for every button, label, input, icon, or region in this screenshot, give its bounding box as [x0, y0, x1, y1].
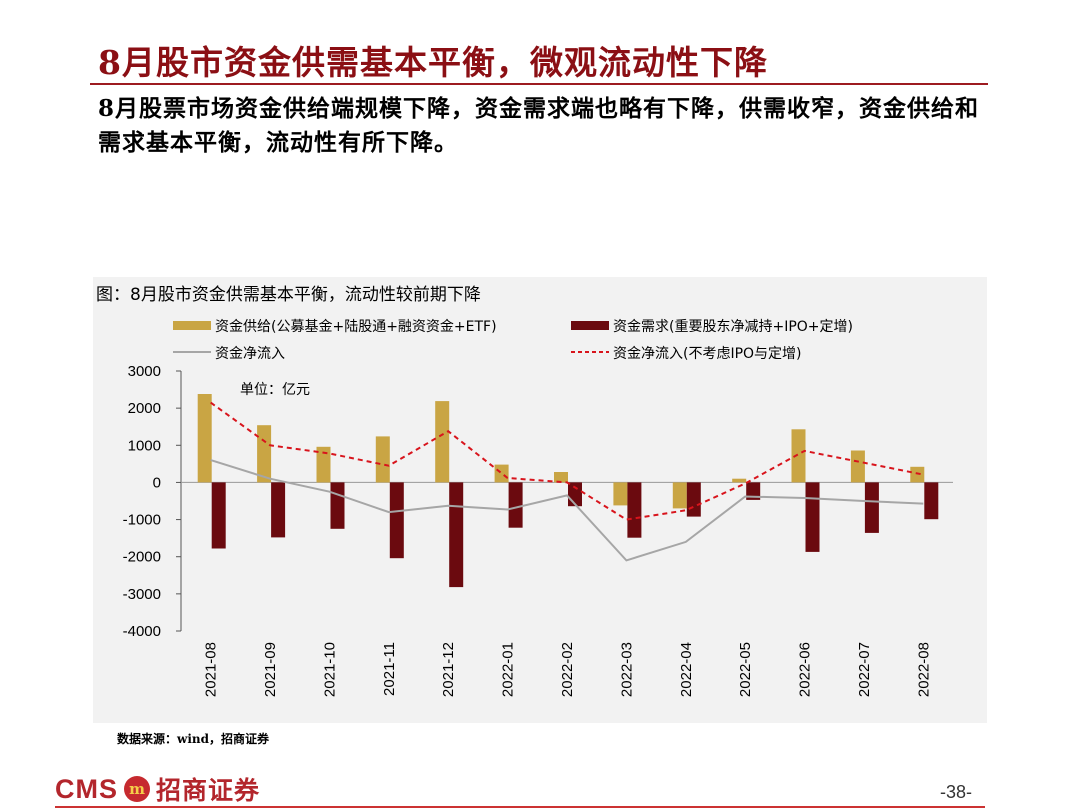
demand-bar [330, 482, 345, 529]
page-number: -38- [939, 782, 972, 802]
x-tick-label: 2021-09 [262, 642, 279, 697]
net-inflow-line [210, 459, 924, 562]
supply-bar [791, 429, 806, 483]
demand-bar [627, 482, 642, 538]
demand-bar [686, 482, 701, 517]
supply-bar [613, 482, 628, 506]
demand-bar [449, 482, 464, 588]
y-tick-label: -4000 [123, 623, 161, 640]
supply-bar [494, 464, 509, 483]
x-tick-label: 2022-03 [618, 642, 635, 697]
x-tick-label: 2021-11 [381, 642, 398, 696]
supply-bar [316, 446, 331, 483]
demand-bar [508, 482, 523, 528]
supply-bar [732, 478, 747, 483]
y-tick-label: 0 [153, 474, 161, 491]
legend-label: 资金供给(公募基金+陆股通+融资资金+ETF) [215, 318, 497, 335]
legend-label: 资金净流入 [215, 346, 285, 362]
chart-axes: 3000 2000 1000 0 -1000 -2000 -3000 -4000 2021-08… [123, 363, 953, 697]
x-tick-label: 2022-04 [678, 642, 695, 697]
demand-bar [746, 482, 761, 500]
supply-bar [850, 450, 865, 483]
x-tick-label: 2022-06 [797, 642, 814, 697]
demand-bar [568, 482, 582, 507]
fund-flow-chart: 3000 2000 1000 0 -1000 -2000 -3000 -4000 2021-08… [123, 318, 953, 697]
legend-swatch [173, 321, 211, 330]
supply-bar [257, 425, 272, 483]
supply-bar [910, 466, 925, 483]
legend-net-inflow: 资金净流入 [173, 346, 285, 362]
y-tick-label: 2000 [128, 400, 161, 417]
legend-label: 资金净流入(不考虑IPO与定增) [613, 346, 802, 362]
supply-bar [672, 482, 687, 509]
legend-label: 资金需求(重要股东净减持+IPO+定增) [613, 319, 853, 335]
slide-summary: 8月股票市场资金供给端规模下降，资金需求端也略有下降，供需收窄，资金供给和需求基… [98, 95, 980, 156]
unit-label: 单位：亿元 [240, 382, 310, 398]
chart-bars [197, 394, 939, 588]
demand-bar [924, 482, 939, 520]
legend-net-inflow-ex-ipo: 资金净流入(不考虑IPO与定增) [571, 346, 802, 362]
x-tick-label: 2022-07 [856, 642, 873, 697]
cms-logo: CMS m 招商证券 [55, 772, 260, 806]
supply-bar [554, 472, 568, 483]
slide-title: 8月股市资金供需基本平衡，微观流动性下降 [98, 43, 768, 82]
demand-bar [271, 482, 286, 538]
supply-bar [197, 394, 212, 483]
supply-bar [435, 401, 450, 483]
logo-company-name: 招商证券 [156, 776, 261, 805]
chart-legend: 资金供给(公募基金+陆股通+融资资金+ETF) 资金需求(重要股东净减持+IPO+… [173, 318, 853, 362]
legend-supply: 资金供给(公募基金+陆股通+融资资金+ETF) [173, 318, 497, 335]
title-divider [90, 83, 988, 85]
demand-bar [211, 482, 226, 549]
demand-bar [805, 482, 820, 552]
x-tick-label: 2021-10 [321, 642, 338, 697]
legend-demand: 资金需求(重要股东净减持+IPO+定增) [571, 319, 853, 335]
y-tick-label: 3000 [128, 363, 161, 380]
x-tick-label: 2022-05 [737, 642, 754, 697]
chart-lines [210, 401, 924, 562]
supply-bar [375, 436, 390, 483]
x-tick-label: 2022-01 [500, 642, 517, 697]
y-tick-label: -2000 [123, 549, 161, 566]
x-tick-label: 2021-08 [203, 642, 220, 697]
data-source: 数据来源：wind，招商证券 [117, 732, 270, 746]
footer-divider [55, 806, 985, 808]
chart-caption: 图：8月股市资金供需基本平衡，流动性较前期下降 [96, 285, 481, 305]
net-inflow-ex-ipo-line [210, 401, 924, 521]
y-tick-label: 1000 [128, 437, 161, 454]
x-tick-label: 2022-02 [559, 642, 576, 697]
demand-bar [389, 482, 404, 559]
demand-bar [864, 482, 879, 533]
x-tick-label: 2021-12 [440, 642, 457, 697]
x-tick-label: 2022-08 [915, 642, 932, 697]
logo-emblem-icon: m [124, 776, 150, 802]
y-tick-label: -1000 [123, 512, 161, 529]
y-tick-label: -3000 [123, 586, 161, 603]
legend-swatch [571, 321, 609, 330]
logo-text: CMS [55, 773, 118, 804]
